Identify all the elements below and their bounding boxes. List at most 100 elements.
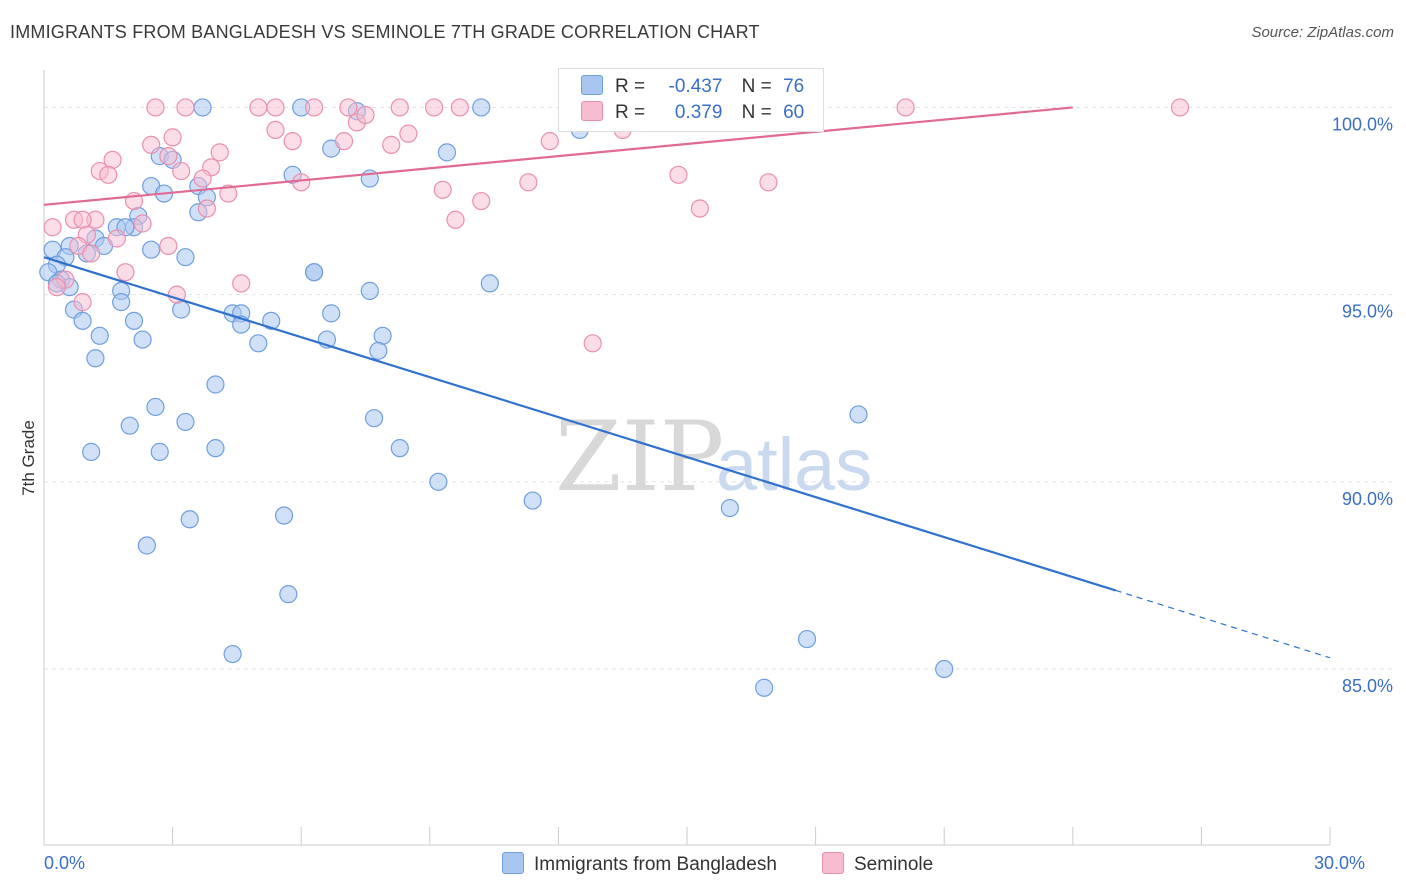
- seminole-point: [446, 210, 465, 229]
- y-tick-label: 90.0%: [1342, 489, 1393, 509]
- bangladesh-point: [720, 498, 739, 518]
- seminole-trend-line: [43, 106, 1073, 206]
- legend-label-seminole: Seminole: [854, 854, 934, 875]
- bangladesh-point: [523, 491, 542, 510]
- bangladesh-point: [274, 506, 294, 525]
- bangladesh-point: [86, 349, 105, 368]
- correlation-legend: R = -0.437 N = 76 R = 0.379 N = 60: [558, 68, 824, 132]
- seminole-point: [133, 214, 152, 233]
- seminole-point: [690, 199, 709, 218]
- r-value: -0.437: [668, 76, 723, 97]
- bangladesh-point: [223, 644, 242, 664]
- seminole-point: [339, 98, 358, 117]
- y-tick-label: 100.0%: [1332, 114, 1393, 134]
- bangladesh-point: [142, 240, 161, 259]
- seminole-point: [43, 218, 62, 237]
- n-value: 60: [783, 102, 805, 123]
- series-legend: Immigrants from Bangladesh Seminole: [0, 852, 1406, 878]
- y-tick-label: 95.0%: [1342, 302, 1393, 322]
- seminole-point: [283, 132, 302, 151]
- bangladesh-point: [797, 629, 817, 649]
- bangladesh-point: [150, 442, 169, 461]
- blue-swatch-icon: [581, 75, 603, 95]
- blue-swatch-icon: [502, 852, 524, 874]
- bangladesh-point: [73, 311, 92, 330]
- pink-swatch-icon: [581, 101, 603, 121]
- seminole-point: [210, 143, 229, 162]
- seminole-point: [266, 98, 285, 117]
- n-value: 76: [783, 76, 805, 97]
- seminole-point: [116, 263, 135, 282]
- bangladesh-point: [206, 375, 225, 394]
- n-label: N =: [741, 102, 772, 123]
- n-label: N =: [741, 76, 772, 97]
- y-axis-title: 7th Grade: [19, 420, 38, 496]
- seminole-point: [472, 191, 491, 211]
- bangladesh-point: [849, 405, 868, 424]
- seminole-point: [176, 98, 195, 117]
- chart-title: IMMIGRANTS FROM BANGLADESH VS SEMINOLE 7…: [10, 22, 760, 42]
- seminole-point: [172, 161, 191, 181]
- seminole-point: [390, 98, 409, 117]
- bangladesh-point: [755, 678, 774, 697]
- series-seminole-points: [43, 98, 1190, 353]
- seminole-point: [146, 98, 165, 117]
- seminole-point: [232, 274, 251, 293]
- bangladesh-point: [120, 416, 139, 435]
- seminole-point: [219, 184, 238, 203]
- bangladesh-point: [935, 659, 954, 679]
- source-label: Source: ZipAtlas.com: [1251, 24, 1394, 41]
- seminole-point: [163, 128, 182, 147]
- bangladesh-point: [133, 330, 152, 349]
- bangladesh-point: [112, 293, 131, 312]
- bangladesh-point: [176, 412, 195, 432]
- seminole-point: [399, 124, 418, 143]
- bangladesh-point: [304, 263, 324, 282]
- seminole-point: [759, 173, 778, 192]
- bangladesh-point: [390, 439, 409, 458]
- r-label: R =: [615, 76, 646, 97]
- seminole-point: [896, 98, 915, 117]
- seminole-point: [73, 210, 92, 229]
- bangladesh-point: [364, 409, 384, 428]
- x-tick-label: 0.0%: [44, 853, 85, 873]
- pink-swatch-icon: [822, 852, 844, 874]
- x-tick-label: 30.0%: [1314, 853, 1365, 873]
- bangladesh-point: [193, 98, 212, 117]
- seminole-point: [197, 199, 216, 218]
- bangladesh-point: [176, 248, 195, 267]
- seminole-point: [159, 236, 178, 256]
- bangladesh-point: [262, 311, 281, 330]
- seminole-point: [1170, 98, 1190, 117]
- bangladesh-trend-extension: [1115, 589, 1331, 659]
- r-label: R =: [615, 102, 646, 123]
- seminole-point: [424, 98, 444, 117]
- legend-item-seminole: Seminole: [822, 852, 933, 876]
- seminole-point: [540, 132, 559, 151]
- bangladesh-point: [429, 472, 448, 491]
- watermark-atlas: atlas: [716, 423, 872, 506]
- seminole-point: [583, 334, 602, 353]
- seminole-point: [356, 105, 375, 125]
- bangladesh-point: [249, 334, 268, 353]
- bangladesh-point: [137, 536, 156, 555]
- bangladesh-trend-line: [43, 256, 1116, 592]
- bangladesh-point: [146, 397, 165, 417]
- bangladesh-point: [373, 326, 392, 345]
- bangladesh-point: [322, 304, 341, 323]
- bangladesh-point: [172, 300, 191, 319]
- seminole-point: [334, 132, 354, 151]
- bangladesh-point: [124, 311, 144, 330]
- seminole-point: [47, 278, 66, 297]
- bangladesh-point: [82, 442, 101, 461]
- legend-label-bangladesh: Immigrants from Bangladesh: [534, 854, 777, 875]
- seminole-point: [73, 293, 92, 312]
- bangladesh-point: [360, 281, 379, 300]
- r-value: 0.379: [674, 102, 723, 123]
- bangladesh-point: [480, 274, 499, 293]
- watermark-zip: ZIP: [555, 401, 724, 513]
- legend-item-bangladesh: Immigrants from Bangladesh: [502, 852, 777, 876]
- seminole-point: [519, 173, 538, 192]
- seminole-point: [99, 165, 118, 184]
